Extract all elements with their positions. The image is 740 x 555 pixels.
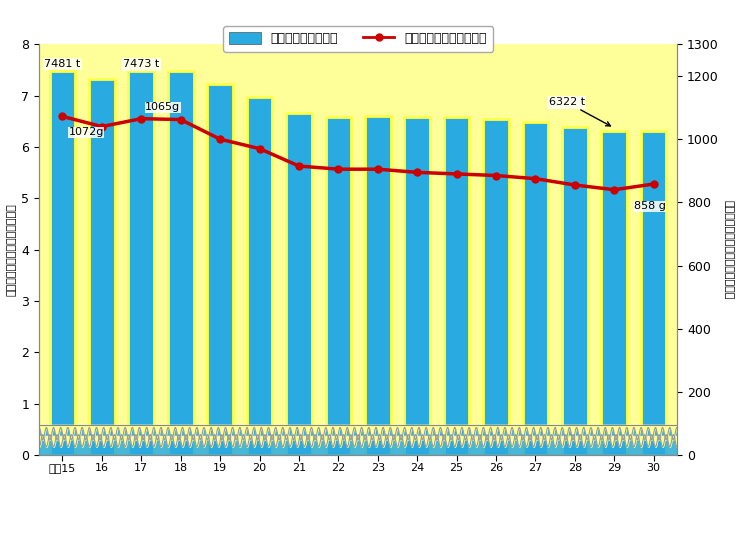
Bar [641,130,667,455]
Y-axis label: （１人１日当たりの排出量・ｇ）: （１人１日当たりの排出量・ｇ） [723,200,733,300]
Bar [286,113,312,455]
Y-axis label: （１日当たりの排出量・千ｔ）: （１日当たりの排出量・千ｔ） [7,203,17,296]
Bar [483,119,509,455]
Bar [522,123,548,455]
Bar [404,117,430,455]
Bar [562,127,588,455]
Bar [50,71,75,455]
Text: 1072g: 1072g [68,128,104,138]
Text: 7473 t: 7473 t [123,59,159,69]
Bar [246,97,272,455]
Text: 1065g: 1065g [145,102,181,112]
Text: 858 g: 858 g [634,201,666,211]
Bar [89,79,115,455]
Bar [129,72,154,455]
Legend: １日当たりの排出量, １人１日当たりの排出量: １日当たりの排出量, １人１日当たりの排出量 [223,26,493,52]
Bar [602,130,627,455]
Bar [207,84,233,455]
Text: 6322 t: 6322 t [549,98,610,126]
Text: 7481 t: 7481 t [44,59,81,69]
Bar [365,116,391,455]
Bar [168,71,194,455]
Bar [326,117,352,455]
Bar [444,117,469,455]
